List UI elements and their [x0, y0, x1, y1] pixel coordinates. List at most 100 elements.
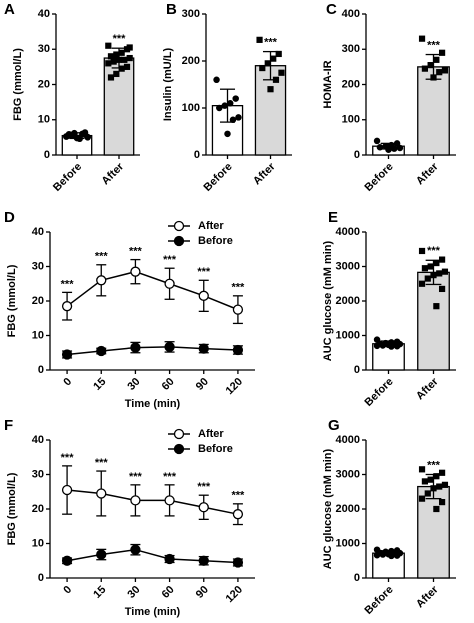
y-axis-title: FBG (mmol/L) [6, 264, 18, 337]
bar [254, 65, 287, 156]
y-tick-label: 40 [32, 434, 44, 446]
panel-label: F [4, 417, 13, 434]
data-point [433, 303, 440, 310]
data-point [436, 270, 443, 277]
y-tick-label: 10 [38, 114, 50, 126]
data-point [427, 62, 434, 69]
x-tick-label: 120 [224, 584, 245, 605]
significance: *** [427, 39, 441, 51]
data-point [438, 499, 446, 506]
data-point [198, 502, 209, 513]
x-tick-label: Before [202, 161, 235, 194]
y-tick-label: 4000 [336, 434, 360, 446]
data-point [164, 553, 175, 565]
data-point [418, 35, 426, 42]
data-point [232, 557, 244, 568]
y-tick-label: 1000 [336, 537, 360, 549]
series-line [67, 489, 239, 515]
x-tick-label: After [414, 160, 441, 187]
data-point [270, 55, 277, 62]
data-point [126, 44, 133, 51]
y-tick-label: 200 [182, 55, 200, 67]
data-point [267, 86, 274, 93]
x-tick-label: Before [363, 584, 396, 617]
data-point [441, 481, 449, 488]
bar [103, 57, 135, 156]
data-point [421, 65, 429, 72]
data-point [232, 95, 239, 102]
data-point [436, 483, 443, 490]
data-point [232, 304, 244, 315]
x-tick-label: 120 [224, 376, 245, 397]
y-tick-label: 30 [32, 468, 44, 480]
data-point [418, 466, 426, 473]
data-point [96, 275, 107, 286]
y-tick-label: 0 [44, 149, 50, 161]
data-point [126, 54, 133, 62]
y-tick-label: 400 [342, 8, 360, 20]
x-tick-label: 60 [160, 584, 177, 601]
data-point [107, 74, 115, 81]
x-tick-label: 90 [194, 376, 211, 393]
data-point [427, 263, 434, 270]
data-point [84, 133, 91, 141]
y-tick-label: 40 [38, 8, 50, 20]
data-point [441, 268, 449, 275]
significance: *** [95, 251, 109, 263]
data-point [224, 130, 231, 138]
y-tick-label: 0 [38, 364, 44, 376]
data-point [438, 256, 446, 263]
data-point [433, 505, 440, 513]
data-point [264, 60, 271, 67]
data-point [221, 102, 229, 109]
data-point [373, 137, 381, 145]
data-point [213, 76, 220, 84]
data-point [113, 70, 120, 78]
data-point [96, 549, 107, 560]
significance: *** [129, 246, 143, 258]
data-point [164, 495, 175, 506]
data-point [433, 56, 440, 63]
panel-label: C [326, 1, 337, 18]
x-tick-label: 30 [125, 584, 142, 601]
data-point [61, 484, 73, 496]
data-point [421, 478, 429, 485]
data-point [121, 56, 128, 63]
x-tick-label: 0 [61, 584, 74, 597]
y-axis-title: AUC glucose (mM min) [322, 448, 334, 569]
data-point [433, 259, 440, 267]
x-tick-label: Before [51, 161, 84, 194]
x-tick-label: 60 [160, 376, 177, 393]
data-point [373, 551, 381, 559]
y-tick-label: 1000 [336, 329, 360, 341]
legend-marker [173, 220, 185, 232]
data-point [436, 69, 443, 76]
x-tick-label: 15 [91, 376, 108, 393]
data-point [275, 50, 282, 58]
y-tick-label: 100 [182, 102, 200, 114]
data-point [232, 509, 244, 520]
x-tick-label: After [251, 160, 278, 187]
significance: *** [163, 254, 177, 266]
data-point [441, 67, 449, 74]
data-point [438, 49, 446, 56]
data-point [396, 144, 404, 152]
y-tick-label: 300 [342, 43, 360, 55]
y-axis-title: AUC glucose (mM min) [322, 240, 334, 361]
legend-label: After [198, 220, 224, 232]
y-tick-label: 100 [342, 114, 360, 126]
y-tick-label: 4000 [336, 226, 360, 238]
data-point [61, 349, 73, 360]
panel-label: D [4, 209, 15, 226]
x-tick-label: After [414, 583, 441, 610]
y-tick-label: 30 [32, 260, 44, 272]
significance: *** [427, 245, 441, 257]
legend-label: Before [198, 235, 233, 247]
x-tick-label: After [414, 375, 441, 402]
panel-label: E [328, 209, 338, 226]
data-point [123, 63, 131, 70]
data-point [418, 247, 426, 255]
y-tick-label: 10 [32, 329, 44, 341]
x-tick-label: Before [363, 161, 396, 194]
data-point [105, 60, 112, 67]
